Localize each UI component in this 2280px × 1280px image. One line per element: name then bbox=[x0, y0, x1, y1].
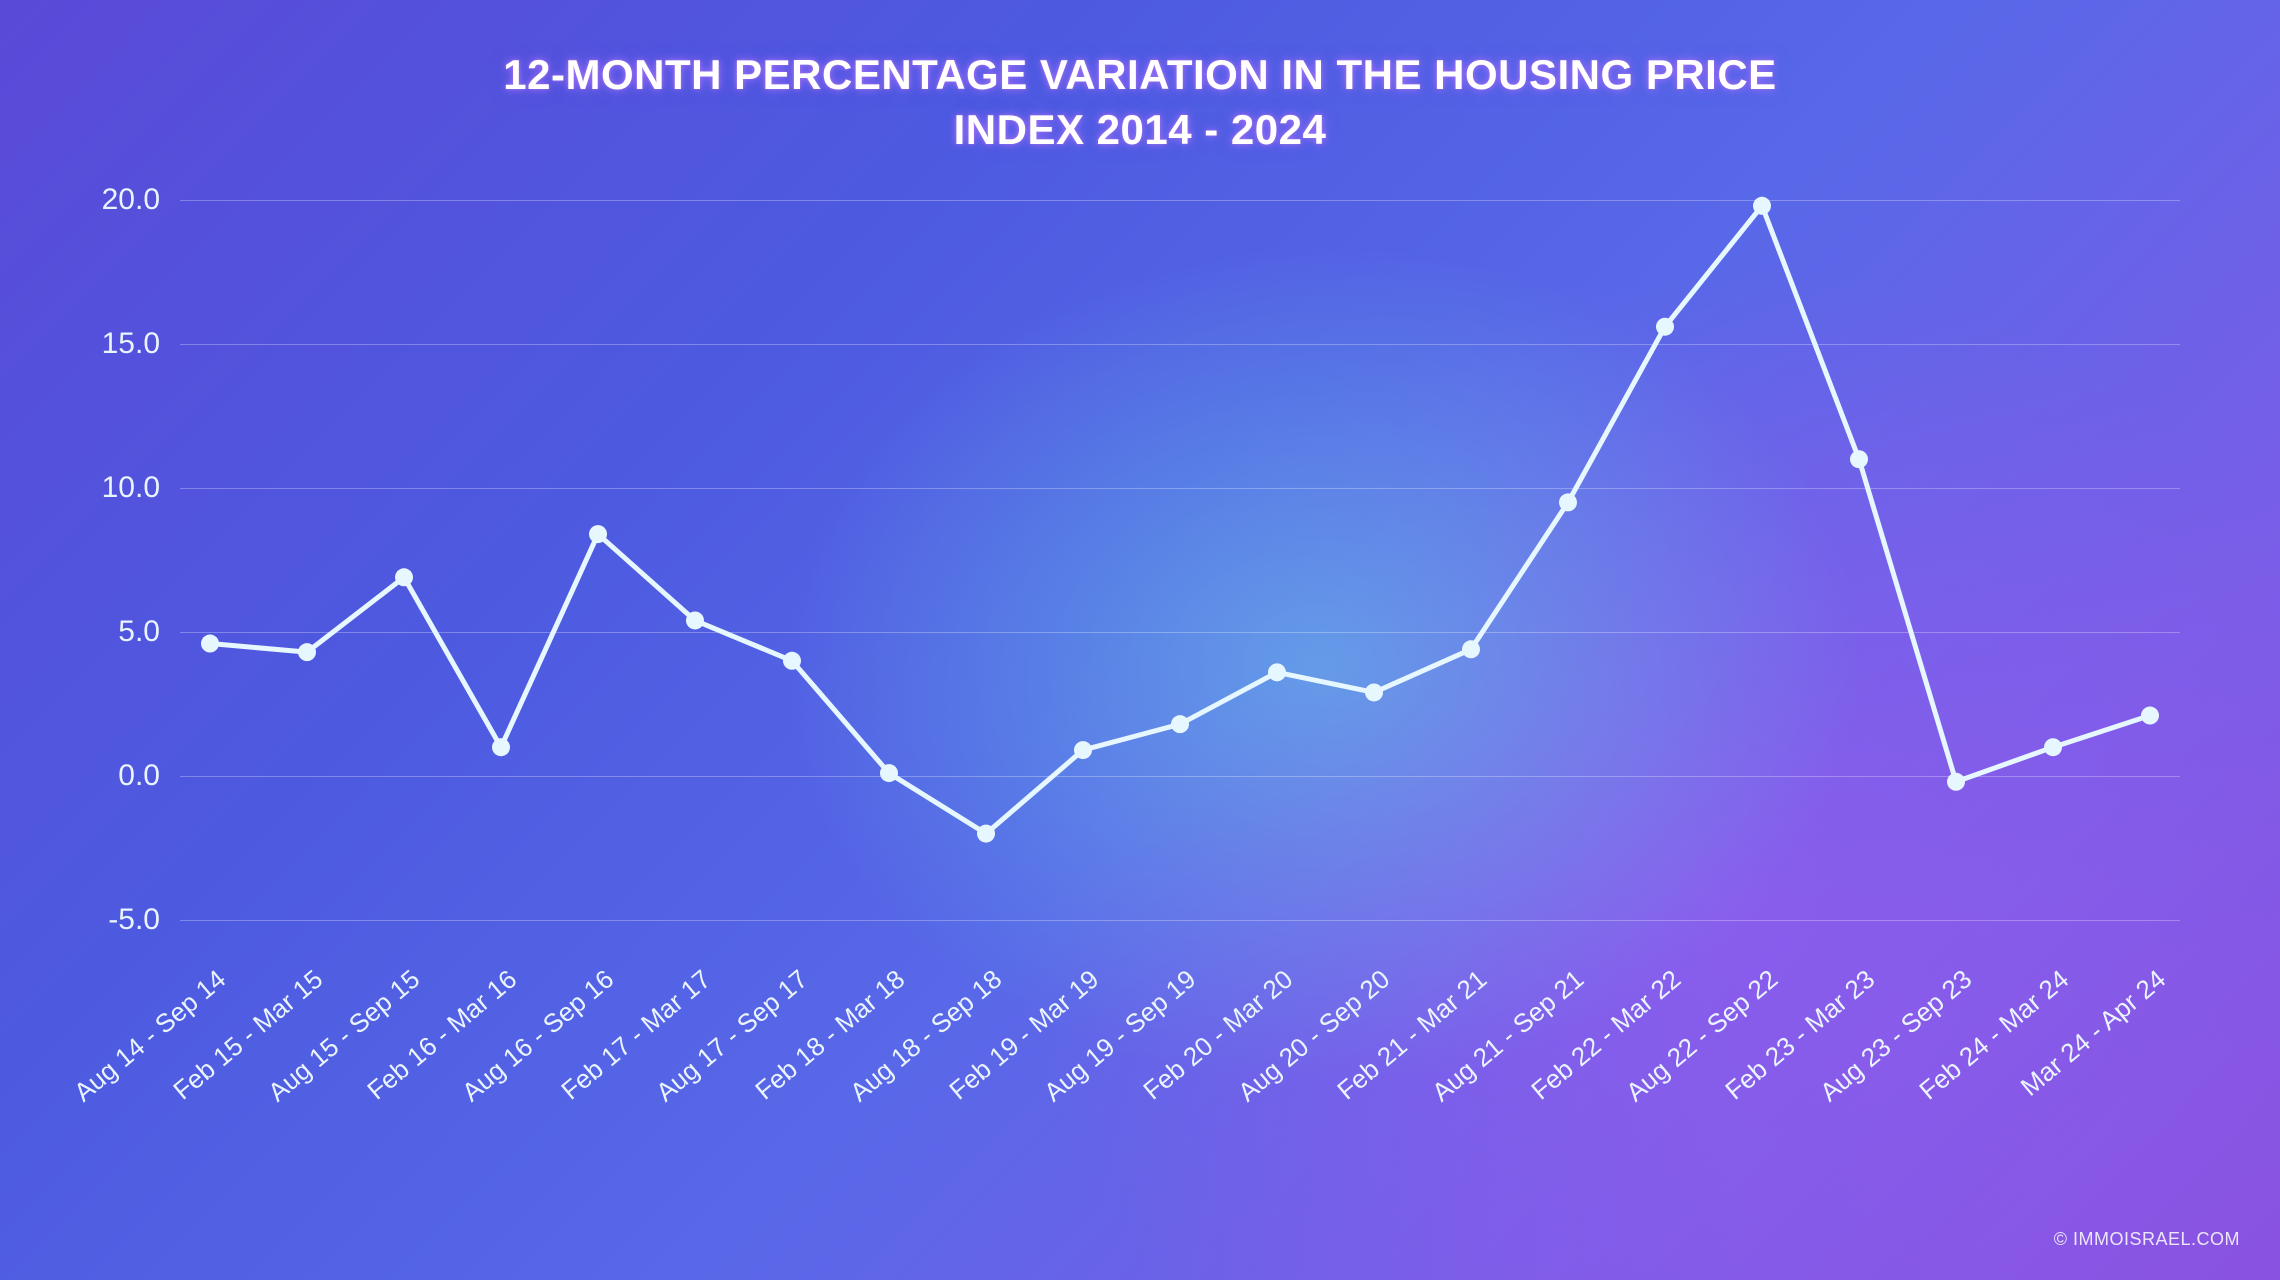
data-point-marker bbox=[589, 525, 607, 543]
data-point-marker bbox=[686, 611, 704, 629]
data-point-marker bbox=[1656, 318, 1674, 336]
data-point-marker bbox=[1268, 663, 1286, 681]
data-point-marker bbox=[1753, 197, 1771, 215]
y-axis-tick-label: 15.0 bbox=[40, 327, 160, 361]
chart-title-line-1: 12-MONTH PERCENTAGE VARIATION IN THE HOU… bbox=[503, 51, 1776, 98]
data-point-marker bbox=[1074, 741, 1092, 759]
data-point-marker bbox=[1365, 683, 1383, 701]
data-point-marker bbox=[298, 643, 316, 661]
data-point-marker bbox=[1559, 493, 1577, 511]
y-axis-tick-label: 0.0 bbox=[40, 759, 160, 793]
data-point-marker bbox=[1850, 450, 1868, 468]
y-axis-tick-label: 10.0 bbox=[40, 471, 160, 505]
data-point-marker bbox=[395, 568, 413, 586]
y-axis-tick-label: -5.0 bbox=[40, 903, 160, 937]
data-point-marker bbox=[2141, 707, 2159, 725]
data-point-marker bbox=[201, 635, 219, 653]
line-plot-svg bbox=[180, 200, 2180, 920]
copyright-text: © IMMOISRAEL.COM bbox=[2054, 1229, 2240, 1250]
data-point-marker bbox=[880, 764, 898, 782]
chart-title: 12-MONTH PERCENTAGE VARIATION IN THE HOU… bbox=[0, 48, 2280, 157]
data-point-marker bbox=[977, 825, 995, 843]
chart-title-line-2: INDEX 2014 - 2024 bbox=[954, 106, 1327, 153]
chart-plot-area bbox=[180, 200, 2180, 920]
data-point-marker bbox=[1947, 773, 1965, 791]
y-axis-tick-label: 5.0 bbox=[40, 615, 160, 649]
data-point-marker bbox=[1171, 715, 1189, 733]
y-axis-tick-label: 20.0 bbox=[40, 183, 160, 217]
data-point-marker bbox=[1462, 640, 1480, 658]
data-point-marker bbox=[492, 738, 510, 756]
gridline bbox=[180, 920, 2180, 921]
data-point-marker bbox=[2044, 738, 2062, 756]
data-point-marker bbox=[783, 652, 801, 670]
